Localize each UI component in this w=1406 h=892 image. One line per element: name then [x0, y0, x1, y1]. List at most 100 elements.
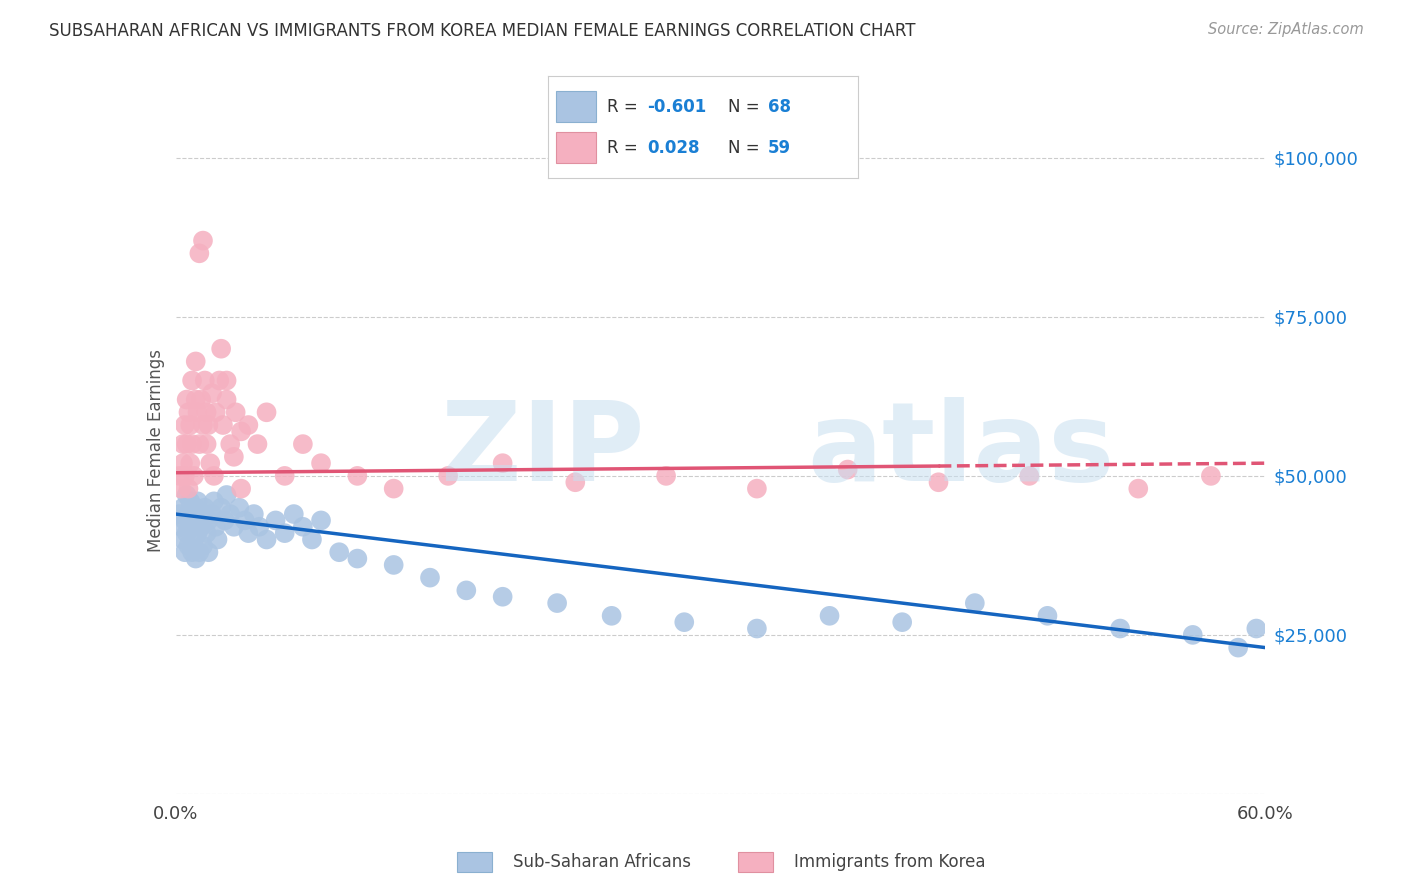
Point: [222, 450, 245, 464]
Point: [186, 494, 209, 508]
Point: [214, 513, 236, 527]
Text: R =: R =: [607, 97, 638, 116]
Point: [204, 520, 226, 534]
Point: [600, 608, 623, 623]
Point: [190, 520, 212, 534]
Point: [382, 558, 405, 572]
Point: [169, 469, 191, 483]
Point: [1227, 640, 1250, 655]
Point: [172, 533, 194, 547]
Point: [256, 533, 278, 547]
Text: Source: ZipAtlas.com: Source: ZipAtlas.com: [1208, 22, 1364, 37]
Point: [173, 417, 195, 432]
Point: [1109, 622, 1132, 636]
Point: [179, 456, 201, 470]
Point: [745, 622, 768, 636]
Text: 59: 59: [768, 138, 792, 157]
Point: [184, 500, 207, 515]
Point: [291, 437, 314, 451]
Point: [183, 507, 205, 521]
Point: [186, 405, 209, 419]
Point: [176, 488, 198, 502]
Point: [215, 392, 238, 407]
Text: Immigrants from Korea: Immigrants from Korea: [794, 853, 986, 871]
Point: [177, 539, 200, 553]
Point: [207, 533, 229, 547]
Point: [191, 234, 214, 248]
Point: [170, 520, 193, 534]
Point: [301, 533, 323, 547]
Point: [673, 615, 696, 630]
Point: [891, 615, 914, 630]
Point: [181, 513, 204, 527]
Point: [346, 551, 368, 566]
Text: -0.601: -0.601: [647, 97, 707, 116]
Point: [172, 500, 194, 515]
Point: [173, 545, 195, 559]
Point: [231, 425, 253, 439]
Point: [169, 507, 191, 521]
Point: [177, 405, 200, 419]
Point: [818, 608, 841, 623]
Point: [215, 488, 238, 502]
Point: [231, 482, 253, 496]
Text: SUBSAHARAN AFRICAN VS IMMIGRANTS FROM KOREA MEDIAN FEMALE EARNINGS CORRELATION C: SUBSAHARAN AFRICAN VS IMMIGRANTS FROM KO…: [49, 22, 915, 40]
Point: [181, 374, 204, 388]
Text: R =: R =: [607, 138, 638, 157]
Point: [243, 507, 266, 521]
Point: [264, 513, 287, 527]
Point: [928, 475, 950, 490]
Point: [837, 462, 859, 476]
Point: [546, 596, 568, 610]
Point: [194, 374, 217, 388]
Point: [179, 520, 201, 534]
Point: [492, 456, 515, 470]
Point: [228, 500, 250, 515]
Point: [963, 596, 986, 610]
Point: [183, 533, 205, 547]
Text: Sub-Saharan Africans: Sub-Saharan Africans: [513, 853, 692, 871]
Point: [181, 545, 204, 559]
Point: [184, 354, 207, 368]
Point: [177, 482, 200, 496]
Text: atlas: atlas: [807, 397, 1115, 504]
Point: [204, 405, 226, 419]
Point: [191, 417, 214, 432]
Point: [1246, 622, 1268, 636]
Point: [222, 520, 245, 534]
Point: [564, 475, 586, 490]
Point: [346, 469, 368, 483]
Point: [177, 507, 200, 521]
Point: [200, 456, 222, 470]
Point: [238, 526, 260, 541]
Point: [328, 545, 350, 559]
Point: [1128, 482, 1150, 496]
Point: [184, 551, 207, 566]
Point: [173, 513, 195, 527]
Text: 0.028: 0.028: [647, 138, 700, 157]
Point: [291, 520, 314, 534]
Y-axis label: Median Female Earnings: Median Female Earnings: [146, 349, 165, 552]
Point: [274, 469, 297, 483]
Point: [247, 520, 270, 534]
Point: [283, 507, 305, 521]
FancyBboxPatch shape: [457, 852, 492, 872]
Point: [179, 417, 201, 432]
Point: [201, 507, 224, 521]
Point: [195, 437, 218, 451]
Point: [233, 513, 256, 527]
Point: [186, 526, 209, 541]
Point: [195, 526, 218, 541]
Point: [215, 374, 238, 388]
FancyBboxPatch shape: [557, 132, 596, 163]
Text: N =: N =: [728, 138, 759, 157]
Point: [219, 507, 242, 521]
Point: [191, 507, 214, 521]
Point: [208, 374, 231, 388]
Point: [382, 482, 405, 496]
Point: [170, 482, 193, 496]
Point: [173, 469, 195, 483]
Point: [188, 545, 211, 559]
Point: [492, 590, 515, 604]
Point: [181, 437, 204, 451]
